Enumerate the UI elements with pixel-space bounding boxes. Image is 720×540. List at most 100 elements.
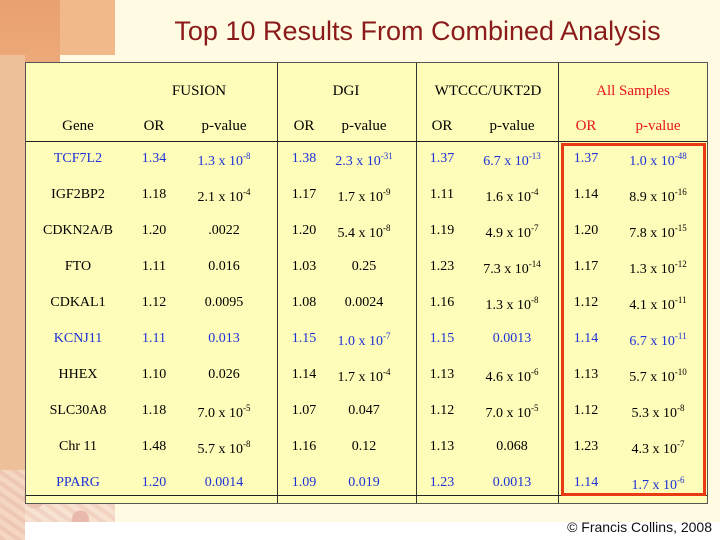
or-cell: 1.12	[573, 403, 599, 418]
pvalue-cell: 1.7 x 10-4	[337, 367, 391, 385]
pvalue-cell: 0.013	[208, 331, 240, 346]
pvalue-cell: 0.0095	[204, 295, 244, 310]
or-cell: 1.34	[141, 151, 167, 166]
pvalue-cell: 0.0013	[492, 475, 532, 490]
pvalue-cell: 6.7 x 10-13	[483, 151, 541, 169]
column-header: OR	[293, 118, 315, 134]
pvalue-cell: 0.019	[348, 475, 380, 490]
pvalue-cell: 1.3 x 10-8	[197, 151, 251, 169]
pvalue-cell: 0.12	[351, 439, 377, 454]
all-samples-highlight	[561, 143, 706, 496]
column-header: OR	[575, 118, 597, 134]
or-cell: 1.12	[573, 295, 599, 310]
or-cell: 1.19	[429, 223, 455, 238]
or-cell: 1.11	[430, 187, 454, 202]
gene-cell: PPARG	[56, 475, 100, 490]
or-cell: 1.10	[141, 367, 167, 382]
or-cell: 1.09	[291, 475, 317, 490]
pvalue-cell: 2.3 x 10-31	[335, 151, 393, 169]
column-header: OR	[143, 118, 165, 134]
or-cell: 1.17	[573, 259, 599, 274]
pvalue-cell: 0.047	[348, 403, 380, 418]
pvalue-cell: 0.0014	[204, 475, 244, 490]
gene-cell: IGF2BP2	[51, 187, 105, 202]
or-cell: 1.03	[291, 259, 317, 274]
or-cell: 1.13	[429, 439, 455, 454]
pvalue-cell: 8.9 x 10-16	[629, 187, 687, 205]
or-cell: 1.14	[573, 187, 599, 202]
or-cell: 1.37	[429, 151, 455, 166]
pvalue-cell: 0.0013	[492, 331, 532, 346]
pvalue-cell: 4.3 x 10-7	[631, 439, 685, 457]
or-cell: 1.48	[141, 439, 167, 454]
pvalue-cell: 7.8 x 10-15	[629, 223, 687, 241]
pvalue-cell: 5.7 x 10-8	[197, 439, 251, 457]
gene-cell: Chr 11	[59, 439, 97, 454]
pvalue-cell: 7.3 x 10-14	[483, 259, 541, 277]
pvalue-cell: 0.026	[208, 367, 240, 382]
slide-title: Top 10 Results From Combined Analysis	[174, 16, 661, 46]
gene-cell: KCNJ11	[53, 331, 103, 346]
or-cell: 1.20	[573, 223, 599, 238]
or-cell: 1.23	[429, 259, 455, 274]
pvalue-cell: 6.7 x 10-11	[629, 331, 687, 349]
pvalue-cell: 4.1 x 10-11	[629, 295, 687, 313]
or-cell: 1.11	[142, 331, 166, 346]
pvalue-cell: 7.0 x 10-5	[485, 403, 539, 421]
or-cell: 1.23	[573, 439, 599, 454]
gene-cell: TCF7L2	[53, 151, 103, 166]
pvalue-cell: 0.0024	[344, 295, 384, 310]
pvalue-cell: 0.016	[208, 259, 240, 274]
or-cell: 1.13	[429, 367, 455, 382]
pvalue-cell: 5.7 x 10-10	[629, 367, 687, 385]
pvalue-cell: 4.9 x 10-7	[485, 223, 539, 241]
pvalue-cell: 4.6 x 10-6	[485, 367, 539, 385]
background-band-side	[0, 55, 25, 540]
or-cell: 1.18	[141, 403, 167, 418]
footer-divider	[26, 495, 707, 496]
column-header: OR	[431, 118, 453, 134]
pvalue-cell: 7.0 x 10-5	[197, 403, 251, 421]
copyright-text: © Francis Collins, 2008	[567, 519, 712, 535]
column-divider	[416, 63, 417, 503]
or-cell: 1.20	[291, 223, 317, 238]
or-cell: 1.18	[141, 187, 167, 202]
or-cell: 1.14	[573, 475, 599, 490]
or-cell: 1.23	[429, 475, 455, 490]
pvalue-cell: 1.7 x 10-9	[337, 187, 391, 205]
or-cell: 1.15	[429, 331, 455, 346]
header-divider	[26, 141, 707, 142]
or-cell: 1.14	[573, 331, 599, 346]
column-header: p-value	[489, 118, 535, 134]
gene-cell: CDKAL1	[50, 295, 106, 310]
pvalue-cell: 1.6 x 10-4	[485, 187, 539, 205]
gene-cell: SLC30A8	[49, 403, 107, 418]
pvalue-cell: 1.3 x 10-8	[485, 295, 539, 313]
or-cell: 1.07	[291, 403, 317, 418]
column-divider	[558, 63, 559, 503]
column-header: Gene	[62, 118, 94, 134]
column-header: p-value	[341, 118, 387, 134]
gene-cell: CDKN2A/B	[42, 223, 113, 238]
or-cell: 1.15	[291, 331, 317, 346]
pvalue-cell: 1.7 x 10-6	[631, 475, 685, 493]
column-header: p-value	[201, 118, 247, 134]
pvalue-cell: 1.0 x 10-48	[629, 151, 687, 169]
or-cell: 1.38	[291, 151, 317, 166]
or-cell: 1.16	[429, 295, 455, 310]
pvalue-cell: 5.3 x 10-8	[631, 403, 685, 421]
group-header: FUSION	[171, 83, 227, 99]
or-cell: 1.20	[141, 475, 167, 490]
column-header: p-value	[635, 118, 681, 134]
column-divider	[277, 63, 278, 503]
pvalue-cell: 1.3 x 10-12	[629, 259, 687, 277]
or-cell: 1.11	[142, 259, 166, 274]
pvalue-cell: 1.0 x 10-7	[337, 331, 391, 349]
or-cell: 1.12	[429, 403, 455, 418]
gene-cell: HHEX	[58, 367, 98, 382]
or-cell: 1.14	[291, 367, 317, 382]
pvalue-cell: 0.068	[496, 439, 528, 454]
group-header: DGI	[332, 83, 360, 99]
or-cell: 1.13	[573, 367, 599, 382]
group-header: All Samples	[596, 83, 670, 99]
